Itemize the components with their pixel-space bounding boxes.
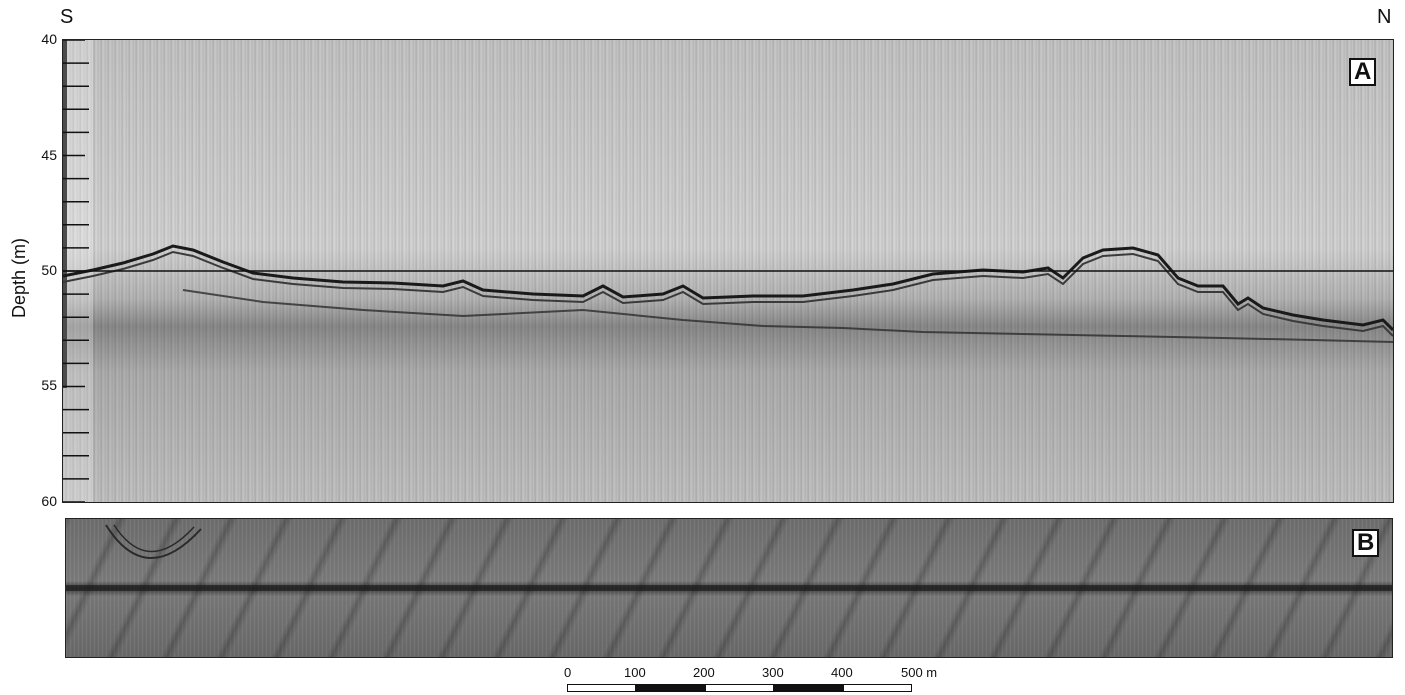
scale-label-300: 300 bbox=[762, 665, 784, 680]
seismic-profile-panel: A bbox=[62, 39, 1394, 503]
scale-segment-4 bbox=[774, 684, 843, 692]
seafloor-reflector bbox=[63, 244, 1393, 332]
scale-label-0: 0 bbox=[564, 665, 572, 680]
scale-label-400: 400 bbox=[831, 665, 853, 680]
scale-segment-1 bbox=[567, 684, 636, 692]
sonar-graphic bbox=[66, 524, 1392, 591]
panel-a-label: A bbox=[1349, 58, 1377, 86]
panel-b-label: B bbox=[1352, 529, 1380, 557]
y-axis-label: Depth (m) bbox=[9, 237, 29, 318]
sidescan-sonar-panel: B bbox=[65, 518, 1393, 658]
y-tick-40: 40 bbox=[41, 31, 57, 47]
subbottom-reflector bbox=[182, 289, 1393, 343]
y-tick-55: 55 bbox=[41, 377, 57, 393]
seafloor-reflector-echo bbox=[63, 250, 1393, 337]
y-tick-45: 45 bbox=[41, 147, 57, 163]
scale-segment-5 bbox=[843, 684, 912, 692]
sonar-arc-2 bbox=[113, 524, 195, 553]
seismic-profile-graphic bbox=[63, 40, 1393, 502]
y-tick-50: 50 bbox=[41, 262, 57, 278]
y-tick-60: 60 bbox=[41, 493, 57, 509]
scale-label-200: 200 bbox=[693, 665, 715, 680]
left-axis-bar bbox=[63, 40, 67, 388]
scale-label-100: 100 bbox=[624, 665, 646, 680]
scale-segment-2 bbox=[636, 684, 705, 692]
direction-south: S bbox=[60, 6, 74, 28]
direction-north: N bbox=[1377, 6, 1392, 28]
sonar-arc-1 bbox=[105, 524, 202, 559]
scale-segment-3 bbox=[705, 684, 774, 692]
scale-label-500: 500 m bbox=[901, 665, 938, 680]
